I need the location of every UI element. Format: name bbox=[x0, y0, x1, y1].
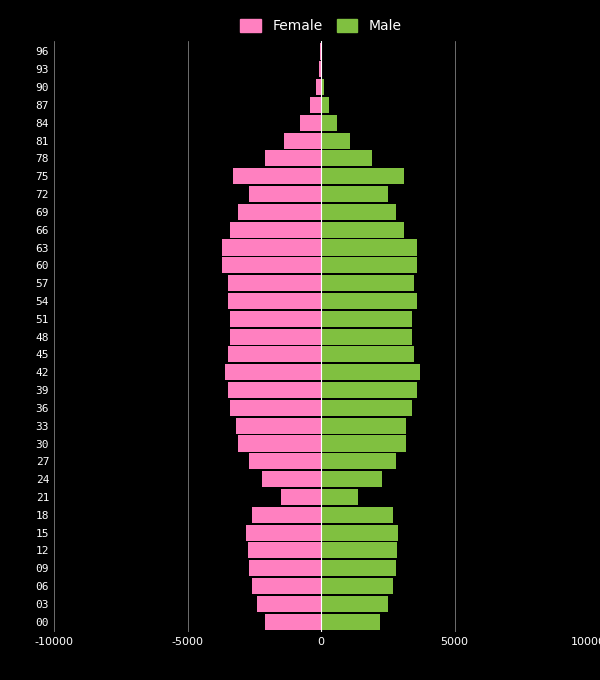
Bar bbox=[319, 61, 321, 78]
Bar bbox=[321, 418, 406, 434]
Bar bbox=[249, 454, 321, 469]
Bar bbox=[321, 328, 412, 345]
Bar bbox=[249, 186, 321, 202]
Legend: Female, Male: Female, Male bbox=[236, 15, 406, 37]
Bar bbox=[321, 186, 388, 202]
Bar bbox=[321, 471, 382, 487]
Bar bbox=[230, 311, 321, 327]
Bar bbox=[236, 418, 321, 434]
Bar bbox=[238, 204, 321, 220]
Bar bbox=[251, 507, 321, 523]
Bar bbox=[321, 560, 396, 576]
Bar bbox=[257, 596, 321, 612]
Bar bbox=[251, 578, 321, 594]
Bar bbox=[222, 239, 321, 256]
Bar bbox=[321, 204, 396, 220]
Bar bbox=[238, 435, 321, 452]
Bar bbox=[321, 489, 358, 505]
Bar bbox=[248, 543, 321, 558]
Bar bbox=[316, 79, 321, 95]
Bar bbox=[265, 150, 321, 167]
Bar bbox=[321, 364, 420, 380]
Bar bbox=[321, 97, 329, 113]
Bar bbox=[233, 168, 321, 184]
Bar bbox=[321, 454, 396, 469]
Bar bbox=[321, 578, 393, 594]
Bar bbox=[321, 346, 415, 362]
Bar bbox=[310, 97, 321, 113]
Bar bbox=[321, 150, 372, 167]
Bar bbox=[321, 293, 417, 309]
Bar bbox=[284, 133, 321, 149]
Bar bbox=[321, 400, 412, 416]
Bar bbox=[321, 115, 337, 131]
Bar bbox=[321, 239, 417, 256]
Bar bbox=[321, 543, 397, 558]
Bar bbox=[227, 382, 321, 398]
Bar bbox=[230, 328, 321, 345]
Bar bbox=[321, 168, 404, 184]
Bar bbox=[230, 400, 321, 416]
Bar bbox=[321, 222, 404, 238]
Bar bbox=[222, 257, 321, 273]
Bar bbox=[262, 471, 321, 487]
Bar bbox=[321, 382, 417, 398]
Bar bbox=[227, 346, 321, 362]
Bar bbox=[321, 311, 412, 327]
Bar bbox=[321, 79, 325, 95]
Bar bbox=[321, 61, 322, 78]
Bar bbox=[227, 293, 321, 309]
Bar bbox=[281, 489, 321, 505]
Bar bbox=[230, 222, 321, 238]
Bar bbox=[321, 133, 350, 149]
Bar bbox=[321, 435, 406, 452]
Bar bbox=[227, 275, 321, 291]
Bar bbox=[265, 613, 321, 630]
Bar bbox=[249, 560, 321, 576]
Bar bbox=[299, 115, 321, 131]
Bar bbox=[225, 364, 321, 380]
Bar bbox=[321, 524, 398, 541]
Bar bbox=[321, 275, 415, 291]
Bar bbox=[321, 613, 380, 630]
Bar bbox=[321, 507, 393, 523]
Bar bbox=[321, 596, 388, 612]
Bar bbox=[321, 257, 417, 273]
Bar bbox=[246, 524, 321, 541]
